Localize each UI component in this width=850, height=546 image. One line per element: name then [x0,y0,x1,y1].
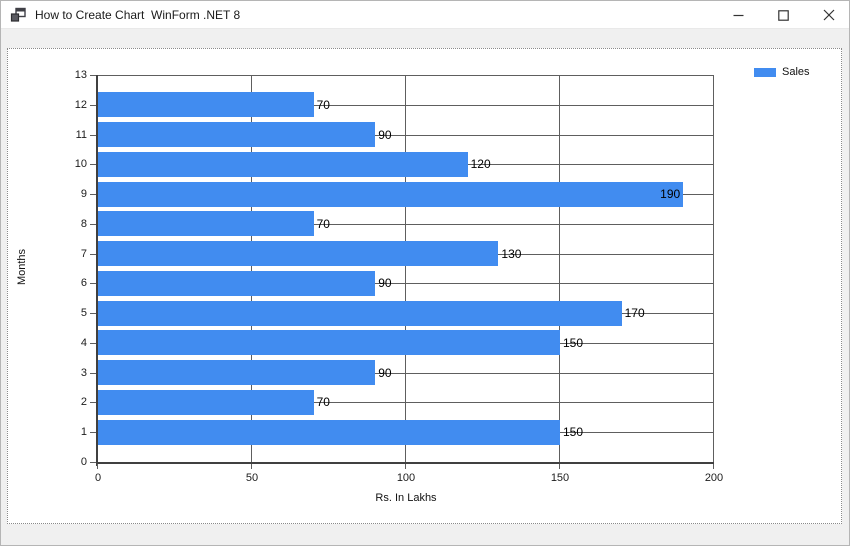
horizontal-gridline [98,104,714,106]
y-axis-line [96,75,98,466]
vertical-gridline [559,75,560,462]
sales-bar-month-7 [98,241,499,267]
bar-value-label: 90 [378,365,392,380]
minimize-icon [733,14,744,16]
x-tick-label: 100 [396,472,416,484]
horizontal-gridline [98,75,714,76]
y-tick-label: 2 [80,396,87,409]
vertical-gridline [405,75,406,462]
x-axis-tick [559,464,560,469]
sales-bar-month-5 [98,300,622,326]
bar-value-label: 90 [378,276,392,291]
y-tick-label: 3 [80,366,87,379]
titlebar[interactable]: How to Create Chart WinForm .NET 8 [1,1,849,29]
x-axis-title: Rs. In Lakhs [375,492,437,504]
close-button[interactable] [806,1,849,29]
y-axis-tick [90,194,96,196]
maximize-icon [778,9,789,21]
vertical-gridline [251,75,252,462]
x-axis-line [96,462,714,464]
bar-value-label: 70 [316,216,330,231]
bar-value-label: 90 [378,127,392,142]
y-axis-tick [90,75,96,76]
y-axis-tick [90,253,96,255]
sales-bar-month-3 [98,360,376,386]
sales-bar-month-4 [98,330,560,356]
minimize-button[interactable] [716,1,761,29]
x-axis-tick [713,464,714,469]
sales-bar-month-1 [98,419,560,445]
y-axis-tick [90,104,96,106]
y-tick-label: 7 [80,247,87,260]
bar-value-label: 150 [563,425,584,440]
vertical-gridline [713,75,714,462]
y-axis-tick [90,342,96,344]
sales-bar-month-12 [98,92,314,118]
bar-value-label: 130 [501,246,522,261]
x-tick-label: 200 [704,472,724,484]
y-axis-tick [90,283,96,285]
horizontal-gridline [98,372,714,374]
y-axis-tick [90,313,96,315]
y-axis-tick [90,134,96,136]
window-title: How to Create Chart WinForm .NET 8 [35,7,241,22]
horizontal-gridline [98,402,714,404]
legend-sales-swatch [754,67,776,77]
y-tick-label: 6 [80,277,87,290]
y-tick-label: 0 [80,456,87,468]
y-tick-label: 12 [74,98,87,111]
y-axis-tick [90,462,96,463]
bar-value-label: 120 [470,157,491,172]
x-axis-tick [405,464,406,469]
bar-value-label: 150 [563,335,584,350]
y-axis-tick [90,402,96,404]
y-tick-label: 8 [80,217,87,230]
y-axis-tick [90,223,96,225]
sales-bar-month-2 [98,389,314,415]
sales-bar-month-9 [98,181,684,207]
y-tick-label: 1 [80,426,87,439]
y-axis-tick [90,164,96,166]
bar-value-label: 70 [316,395,330,410]
maximize-button[interactable] [761,1,806,29]
y-axis-tick [90,432,96,434]
x-tick-label: 0 [94,472,102,484]
sales-bar-month-10 [98,151,468,177]
legend-sales-label: Sales [782,66,810,78]
bar-value-label: 70 [316,97,330,112]
bar-value-label: 190 [660,187,681,202]
sales-bar-chart: Sales Months Rs. In Lakhs 0 50 100 150 200 0 1… [7,48,842,524]
bar-value-label: 170 [624,306,645,321]
x-axis-tick [97,464,98,469]
sales-bar-month-11 [98,122,376,148]
close-icon [823,9,834,21]
sales-bar-month-6 [98,270,376,296]
y-tick-label: 9 [80,188,87,201]
horizontal-gridline [98,134,714,136]
horizontal-gridline [98,283,714,285]
y-tick-label: 11 [75,128,87,141]
y-tick-label: 10 [74,158,87,171]
horizontal-gridline [98,223,714,225]
chart-legend: Sales [754,66,810,78]
y-tick-label: 5 [80,307,87,320]
x-axis-tick [251,464,252,469]
y-axis-tick [90,372,96,374]
y-tick-label: 13 [74,69,87,81]
x-tick-label: 50 [245,472,259,484]
y-axis-title: Months [16,248,28,286]
x-tick-label: 150 [550,472,570,484]
winforms-app-icon [10,7,26,22]
y-tick-label: 4 [80,336,87,349]
sales-bar-month-8 [98,211,314,237]
window-controls [716,1,849,29]
